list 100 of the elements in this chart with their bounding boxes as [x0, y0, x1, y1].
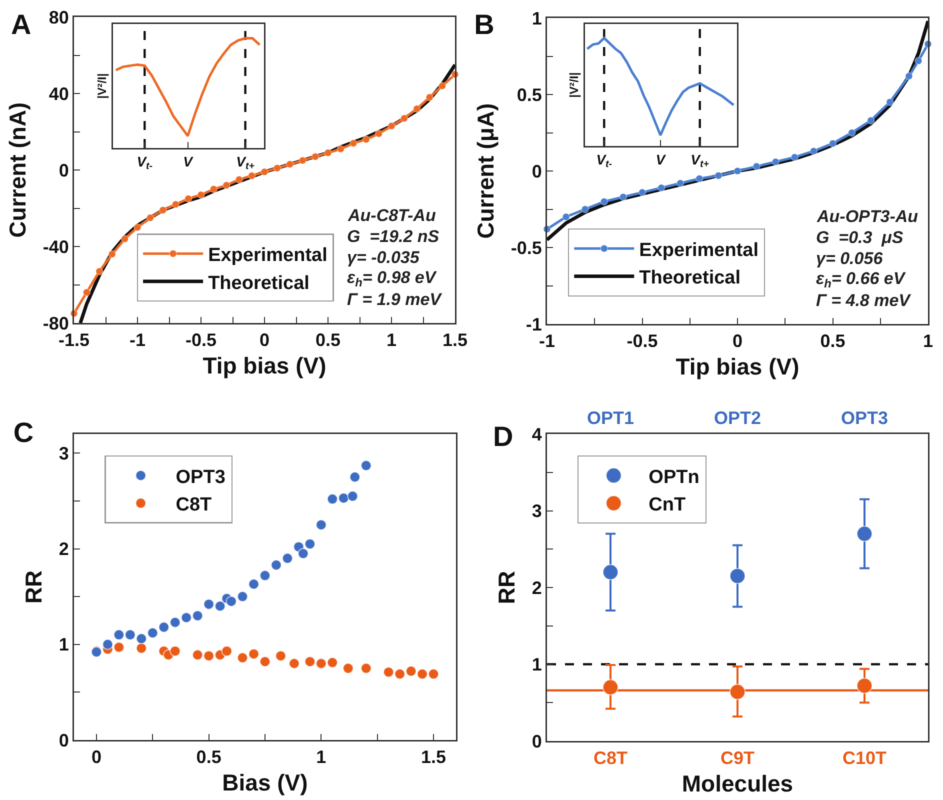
point: [413, 105, 421, 113]
text: OPT1: [587, 408, 634, 428]
point: [286, 160, 294, 168]
point: [658, 184, 666, 192]
x-axis-title: Molecules: [682, 770, 794, 796]
point: [428, 668, 440, 680]
point: [312, 152, 320, 160]
x-tick-label: 0: [259, 330, 270, 350]
point: [619, 193, 627, 201]
text: OPT3: [841, 408, 888, 428]
point: [326, 494, 338, 505]
point: [237, 591, 248, 602]
point: [602, 564, 618, 580]
x-tick-label: 1: [316, 747, 326, 768]
point: [226, 596, 237, 607]
point: [350, 139, 358, 147]
y-tick-label: 0.5: [516, 84, 542, 105]
y-axis-title: RR: [20, 570, 47, 604]
point: [856, 678, 872, 694]
x-tick-label: 0: [91, 747, 102, 768]
point: [237, 652, 248, 664]
point: [810, 147, 818, 155]
point: [184, 194, 192, 202]
y-tick-label: 4: [532, 424, 542, 444]
point: [270, 560, 282, 571]
legend-label: OPT3: [176, 466, 226, 488]
point: [600, 198, 608, 206]
point: [203, 650, 214, 662]
point: [360, 460, 372, 472]
point: [416, 668, 428, 680]
legend-label: Experimental: [208, 245, 328, 266]
point: [146, 214, 154, 222]
point: [562, 213, 570, 221]
annotation: G =19.2 nS: [347, 227, 440, 246]
annotation: Γ = 1.9 meV: [347, 290, 443, 309]
x-tick-label: V: [183, 153, 194, 170]
x-tick-label: V: [656, 151, 667, 168]
point: [362, 136, 370, 144]
annotation: G =0.3 μS: [816, 228, 904, 247]
point: [113, 642, 124, 653]
point: [326, 657, 338, 668]
point: [383, 666, 394, 678]
y-axis-title: |V²/I|: [95, 73, 110, 99]
annotation: γ= 0.056: [816, 249, 884, 268]
point: [121, 235, 129, 243]
x-tick-label: -1: [129, 330, 146, 350]
point: [714, 172, 722, 180]
point: [438, 82, 446, 90]
y-tick-label: -0.5: [510, 238, 542, 258]
y-tick-label: 2: [58, 539, 69, 560]
point: [730, 684, 746, 700]
chart-title: A: [11, 8, 32, 40]
annotation: ε$_{h}$= 0.66 eV: [816, 269, 906, 291]
point: [400, 114, 408, 122]
x-tick-label: 0.5: [315, 330, 341, 350]
point: [134, 224, 142, 232]
point: [338, 492, 350, 504]
point: [159, 206, 167, 214]
point: [867, 116, 875, 124]
y-tick-label: 3: [532, 501, 542, 522]
point: [203, 598, 214, 610]
text: OPT2: [714, 408, 762, 428]
point: [360, 662, 372, 674]
point: [581, 206, 589, 213]
point: [170, 616, 181, 628]
point: [260, 570, 270, 582]
x-tick-label: 0: [732, 331, 743, 352]
point: [210, 185, 218, 193]
x-axis-title: Tip bias (V): [202, 352, 326, 378]
point: [192, 649, 204, 660]
point: [734, 167, 742, 175]
point: [406, 666, 417, 677]
x-tick-label: V$_{t+}$: [690, 151, 710, 170]
point: [342, 662, 354, 674]
annotation: Au-C8T-Au: [347, 206, 436, 225]
point: [273, 164, 281, 172]
chart-title: B: [474, 8, 494, 40]
point: [108, 250, 116, 258]
point: [136, 642, 147, 654]
y-axis-title: |V²/I|: [567, 72, 582, 98]
y-tick-label: 1: [532, 8, 542, 28]
x-tick-label: 1.5: [442, 330, 468, 350]
point: [388, 122, 396, 130]
point: [676, 179, 684, 187]
legend-label: Experimental: [639, 240, 758, 261]
annotation: Γ = 4.8 meV: [816, 291, 912, 310]
legend-label: Theoretical: [208, 272, 310, 294]
point: [197, 191, 205, 199]
point: [426, 94, 434, 102]
point: [905, 72, 913, 80]
point: [304, 656, 316, 668]
y-axis-title: Current (nA): [4, 102, 31, 238]
point: [336, 145, 344, 153]
point: [96, 268, 104, 276]
point: [221, 646, 232, 657]
legend-label: Theoretical: [639, 268, 741, 289]
x-tick-label: -0.5: [185, 330, 217, 350]
x-tick-label: V$_{t+}$: [236, 153, 255, 172]
point: [349, 472, 360, 483]
point: [602, 679, 618, 696]
